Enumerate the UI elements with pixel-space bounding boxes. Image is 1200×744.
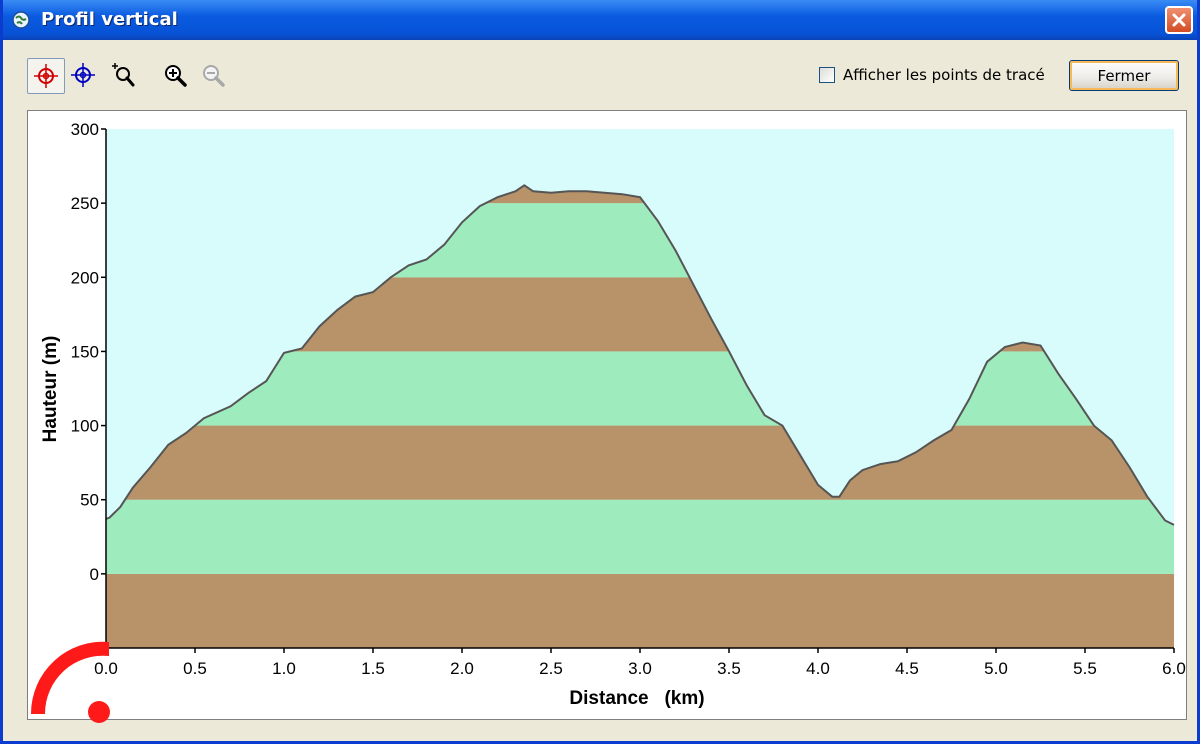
- y-tick-label: 150: [71, 342, 99, 361]
- tool-zoom-out-button[interactable]: [195, 58, 233, 94]
- x-tick-label: 3.5: [717, 659, 741, 678]
- title-bar[interactable]: Profil vertical: [3, 0, 1197, 40]
- close-button[interactable]: [1165, 6, 1193, 34]
- x-tick-label: 4.0: [806, 659, 830, 678]
- elevation-band: [106, 425, 1174, 500]
- x-axis-title: Distance (km): [569, 688, 704, 709]
- zoom-out-icon: [203, 65, 225, 87]
- x-tick-label: 6.0: [1162, 659, 1186, 678]
- tool-blue-crosshair-button[interactable]: [65, 58, 103, 94]
- x-tick-label: 1.0: [272, 659, 296, 678]
- zoom-area-icon: [112, 63, 135, 87]
- y-axis-title: Hauteur (m): [40, 336, 61, 443]
- blue-crosshair-icon: [71, 63, 95, 87]
- x-tick-label: 2.5: [539, 659, 563, 678]
- show-track-points-checkbox[interactable]: [819, 67, 835, 83]
- watermark-logo: [30, 641, 110, 723]
- globe-icon: [12, 11, 30, 29]
- x-tick-label: 4.5: [895, 659, 919, 678]
- y-tick-label: 0: [90, 565, 99, 584]
- y-tick-label: 50: [80, 491, 99, 510]
- y-tick-label: 250: [71, 194, 99, 213]
- close-icon: [1172, 13, 1186, 27]
- x-tick-label: 5.5: [1073, 659, 1097, 678]
- x-tick-label: 0.0: [94, 659, 118, 678]
- tool-red-crosshair-button[interactable]: [27, 58, 65, 94]
- chart-panel: 0 50 100 150 200 250 300 0.0 0.5 1.0 1.5 2.0 2.5 3.0…: [27, 110, 1187, 720]
- red-crosshair-icon: [34, 64, 58, 88]
- elevation-band: [106, 573, 1174, 648]
- tool-zoom-in-button[interactable]: [157, 58, 195, 94]
- y-tick-label: 100: [71, 417, 99, 436]
- fermer-button[interactable]: Fermer: [1069, 60, 1179, 91]
- x-tick-label: 2.0: [450, 659, 474, 678]
- tool-zoom-area-button[interactable]: [105, 58, 143, 94]
- elevation-band: [106, 499, 1174, 574]
- elevation-band: [106, 351, 1174, 426]
- show-track-points-label[interactable]: Afficher les points de tracé: [843, 66, 1045, 84]
- elevation-profile-line: [105, 184, 1175, 526]
- zoom-in-icon: [165, 65, 187, 87]
- x-tick-label: 1.5: [361, 659, 385, 678]
- x-tick-label: 3.0: [628, 659, 652, 678]
- window-title: Profil vertical: [41, 9, 178, 30]
- x-tick-label: 0.5: [183, 659, 207, 678]
- elevation-profile-chart[interactable]: 0 50 100 150 200 250 300 0.0 0.5 1.0 1.5 2.0 2.5 3.0…: [28, 111, 1186, 719]
- y-tick-label: 200: [71, 268, 99, 287]
- x-tick-label: 5.0: [984, 659, 1008, 678]
- y-tick-label: 300: [71, 120, 99, 139]
